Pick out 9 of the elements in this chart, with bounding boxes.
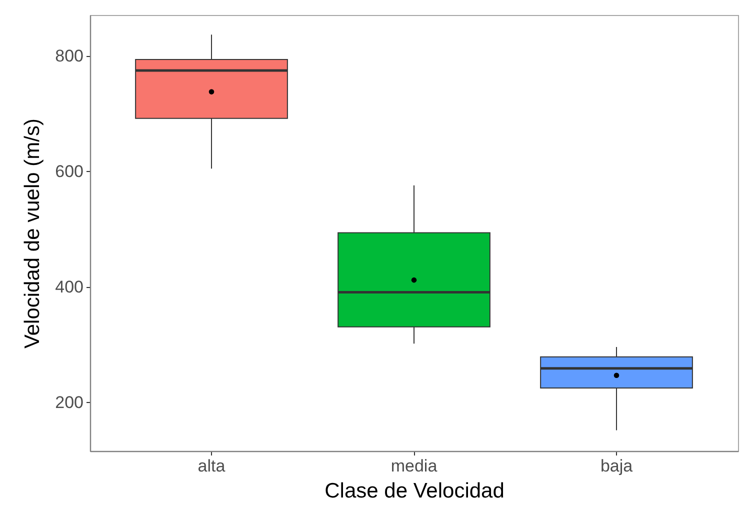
y-axis-title: Velocidad de vuelo (m/s) xyxy=(21,118,44,348)
x-tick-label: baja xyxy=(600,456,634,476)
y-tick-label: 200 xyxy=(55,392,84,412)
x-tick-label: media xyxy=(390,456,438,476)
x-axis-title: Clase de Velocidad xyxy=(324,480,504,502)
y-tick-label: 400 xyxy=(55,277,84,296)
y-tick-label: 600 xyxy=(55,162,84,181)
y-tick-label: 800 xyxy=(55,46,84,66)
x-tick-label: alta xyxy=(198,456,226,476)
